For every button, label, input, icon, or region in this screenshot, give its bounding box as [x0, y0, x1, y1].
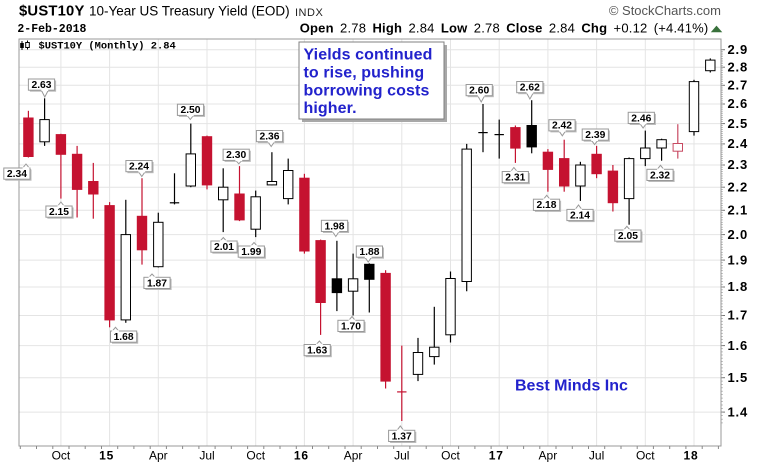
- svg-text:1.88: 1.88: [359, 247, 379, 258]
- svg-text:2.5: 2.5: [728, 116, 748, 131]
- svg-text:2.18: 2.18: [536, 200, 556, 211]
- svg-text:18: 18: [684, 449, 699, 463]
- svg-text:1.87: 1.87: [147, 278, 167, 289]
- svg-text:2.3: 2.3: [728, 157, 748, 172]
- svg-text:$UST10Y: $UST10Y: [19, 4, 85, 20]
- svg-text:Best Minds Inc: Best Minds Inc: [515, 378, 628, 395]
- svg-text:2.2: 2.2: [728, 179, 748, 194]
- svg-text:1.70: 1.70: [341, 321, 361, 332]
- svg-text:2.05: 2.05: [618, 231, 638, 242]
- svg-text:$UST10Y (Monthly) 2.84: $UST10Y (Monthly) 2.84: [39, 41, 176, 53]
- svg-text:2.60: 2.60: [469, 86, 489, 97]
- svg-text:2.1: 2.1: [728, 203, 748, 218]
- svg-text:higher.: higher.: [304, 100, 357, 117]
- svg-text:1.99: 1.99: [241, 247, 261, 258]
- svg-text:2.31: 2.31: [505, 173, 525, 184]
- svg-text:2.8: 2.8: [728, 59, 748, 74]
- svg-text:Oct: Oct: [441, 449, 460, 463]
- svg-text:2.6: 2.6: [728, 96, 748, 111]
- svg-text:1.7: 1.7: [728, 308, 748, 323]
- svg-text:borrowing costs: borrowing costs: [304, 82, 430, 99]
- svg-text:Jul: Jul: [199, 449, 214, 463]
- svg-text:2.34: 2.34: [7, 169, 27, 180]
- svg-text:Open 2.78 High 2.84 Low 2.78 C: Open 2.78 High 2.84 Low 2.78 Close 2.84 …: [300, 21, 709, 36]
- svg-text:Apr: Apr: [344, 449, 363, 463]
- svg-text:INDX: INDX: [295, 7, 323, 19]
- svg-text:2.46: 2.46: [631, 113, 651, 124]
- svg-text:2.24: 2.24: [129, 162, 149, 173]
- svg-text:2.7: 2.7: [728, 78, 748, 93]
- svg-text:1.98: 1.98: [324, 221, 344, 232]
- svg-text:2.42: 2.42: [552, 121, 572, 132]
- svg-text:2.36: 2.36: [259, 132, 279, 143]
- svg-text:Jul: Jul: [394, 449, 409, 463]
- svg-text:2.9: 2.9: [728, 42, 748, 57]
- svg-text:10-Year US Treasury Yield (EOD: 10-Year US Treasury Yield (EOD): [89, 4, 290, 19]
- svg-text:© StockCharts.com: © StockCharts.com: [609, 3, 721, 18]
- svg-text:Yields continued: Yields continued: [304, 47, 433, 64]
- svg-text:1.6: 1.6: [728, 338, 748, 353]
- svg-text:1.9: 1.9: [728, 252, 748, 267]
- svg-text:1.37: 1.37: [392, 431, 412, 442]
- svg-text:1.8: 1.8: [728, 279, 748, 294]
- svg-text:Oct: Oct: [636, 449, 655, 463]
- svg-text:Apr: Apr: [149, 449, 168, 463]
- svg-text:2.01: 2.01: [214, 242, 234, 253]
- svg-text:1.68: 1.68: [114, 332, 134, 343]
- svg-text:1.4: 1.4: [728, 404, 748, 419]
- svg-text:Jul: Jul: [589, 449, 604, 463]
- svg-text:Apr: Apr: [539, 449, 558, 463]
- svg-text:2.62: 2.62: [520, 83, 540, 94]
- svg-text:to rise, pushing: to rise, pushing: [304, 64, 425, 81]
- svg-text:Oct: Oct: [52, 449, 71, 463]
- svg-text:15: 15: [99, 449, 114, 463]
- svg-text:2.4: 2.4: [728, 136, 748, 151]
- svg-text:16: 16: [294, 449, 309, 463]
- svg-text:2.0: 2.0: [728, 227, 748, 242]
- svg-text:2.50: 2.50: [180, 105, 200, 116]
- svg-text:2.63: 2.63: [31, 80, 51, 91]
- svg-text:2.32: 2.32: [650, 170, 670, 181]
- svg-text:Oct: Oct: [246, 449, 265, 463]
- svg-text:2-Feb-2018: 2-Feb-2018: [17, 23, 86, 36]
- svg-text:1.63: 1.63: [307, 346, 327, 357]
- svg-text:2.30: 2.30: [226, 150, 246, 161]
- svg-text:2.14: 2.14: [570, 210, 590, 221]
- svg-text:1.5: 1.5: [728, 370, 748, 385]
- svg-text:2.39: 2.39: [585, 130, 605, 141]
- svg-text:2.15: 2.15: [49, 207, 69, 218]
- svg-text:17: 17: [489, 449, 504, 463]
